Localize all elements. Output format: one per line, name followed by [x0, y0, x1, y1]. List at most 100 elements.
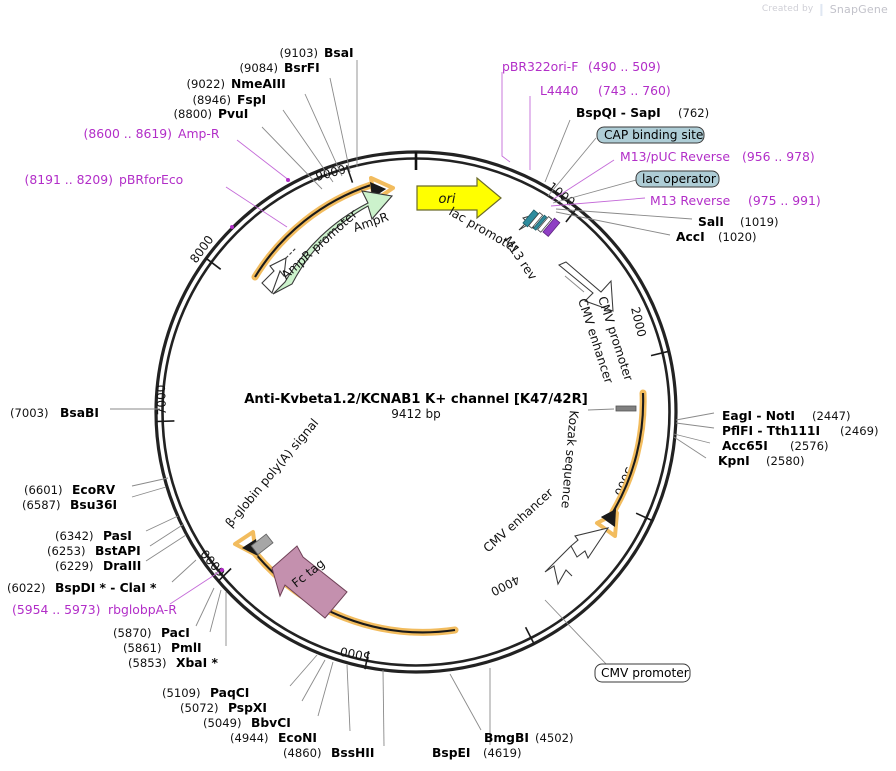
primer-name: L4440	[540, 83, 579, 98]
enzyme-row: SalI (1019)	[698, 215, 779, 229]
label-box-cmv-promoter[interactable]: CMV promoter	[544, 599, 691, 683]
enzyme-name: PspXI	[228, 701, 267, 715]
ruler-tick-2000: 2000	[628, 305, 669, 357]
feature-bglobin-polya[interactable]: β-globin poly(A) signal	[223, 416, 322, 556]
enzyme-pos: (5861)	[123, 641, 162, 655]
enzyme-pos: (9103)	[279, 46, 318, 60]
enzyme-pos: (5109)	[162, 686, 201, 700]
ruler-tick-7000: 7000	[154, 384, 175, 423]
enzyme-name: XbaI *	[176, 656, 218, 670]
enzyme-name: BbvCI	[251, 716, 291, 730]
enzyme-row: (5870) PacI	[113, 626, 190, 640]
feature-label-m13-rev: M13 rev	[501, 234, 540, 283]
enzyme-pos: (2469)	[840, 424, 879, 438]
enzyme-row: EagI - NotI (2447)	[722, 409, 851, 423]
enzyme-pos: (5853)	[128, 656, 167, 670]
enzyme-name: EcoNI	[278, 731, 317, 745]
enzyme-name: EcoRV	[72, 483, 116, 497]
enzyme-row: (9022) NmeAIII	[186, 77, 285, 91]
enzyme-name: KpnI	[718, 454, 750, 468]
enzyme-name: BssHII	[331, 746, 374, 760]
label-box-lac-operator[interactable]: lac operator	[552, 170, 720, 204]
ruler-tick-9000: 9000	[314, 162, 354, 184]
enzyme-row: (9084) BsrFI	[239, 61, 319, 75]
enzyme-pos: (6342)	[55, 529, 94, 543]
enzyme-row: (4860) BssHII	[283, 746, 374, 760]
enzyme-row: BspEI (4619)	[432, 746, 522, 760]
enzyme-pos: (9084)	[239, 61, 278, 75]
ruler-label-9000: 9000	[314, 162, 347, 184]
enzyme-pos: (1020)	[718, 230, 757, 244]
primer-name: pBR322ori-F	[502, 59, 578, 74]
leaders-top-left	[225, 60, 358, 228]
label-box-text: lac operator	[642, 172, 717, 186]
enzyme-name: BspEI	[432, 746, 470, 760]
primer-range: (8600 .. 8619)	[84, 126, 173, 141]
enzyme-bspqi-sapi: BspQI - SapI (762)	[544, 106, 709, 183]
primer-rbglobpa-r: (5954 .. 5973) rbglobpA-R	[12, 568, 224, 617]
ruler-tick-4000: 4000	[488, 572, 535, 645]
primer-range: (8191 .. 8209)	[25, 172, 114, 187]
enzyme-pos: (4619)	[483, 746, 522, 760]
enzyme-pos: (4944)	[230, 731, 269, 745]
enzyme-name: NmeAIII	[231, 77, 286, 91]
enzyme-name: SalI	[698, 215, 724, 229]
watermark-brand: SnapGene	[829, 2, 888, 16]
enzyme-row: (6601) EcoRV	[24, 483, 116, 497]
enzyme-row: Acc65I (2576)	[722, 439, 829, 453]
enzyme-name: PasI	[103, 529, 132, 543]
enzymes-left-mid: (7003) BsaBI (6601) EcoRV (6587) Bsu36I (63…	[7, 406, 220, 605]
enzyme-row: (6229) DraIII	[55, 559, 141, 573]
primer-row: (8600 .. 8619) Amp-R	[84, 126, 220, 141]
primer-m13-reverse: M13 Reverse (975 .. 991)	[550, 193, 821, 208]
enzyme-row: (6022) BspDI * - ClaI *	[7, 581, 157, 595]
enzyme-row: (6342) PasI	[55, 529, 132, 543]
ruler-label-7000: 7000	[154, 384, 169, 415]
ruler-tick-6000: 6000	[198, 547, 232, 582]
enzyme-row: (5109) PaqCI	[162, 686, 249, 700]
primer-name: Amp-R	[178, 126, 220, 141]
plasmid-name: Anti-Kvbeta1.2/KCNAB1 K+ channel [K47/42…	[244, 392, 588, 407]
ruler-label-2000: 2000	[628, 305, 649, 338]
plasmid-center-title: Anti-Kvbeta1.2/KCNAB1 K+ channel [K47/42…	[244, 392, 588, 421]
feature-ori[interactable]: ori	[416, 176, 502, 220]
enzyme-pos: (2447)	[812, 409, 851, 423]
enzyme-name: BstAPI	[95, 544, 141, 558]
primers-top-right: pBR322ori-F (490 .. 509) L4440 (743 .. 760…	[501, 59, 671, 170]
primer-name: rbglobpA-R	[108, 602, 177, 617]
enzymes-bottom-right: BmgBI (4502) BspEI (4619)	[432, 668, 574, 760]
label-box-cap-binding-site[interactable]: CAP binding site	[547, 126, 705, 197]
feature-label-cmv-enhancer-2: CMV enhancer	[481, 485, 557, 555]
enzyme-row: (8946) FspI	[192, 93, 266, 107]
enzyme-row: (6253) BstAPI	[47, 544, 141, 558]
enzyme-pos: (7003)	[10, 406, 49, 420]
enzyme-pos: (2580)	[766, 454, 805, 468]
enzyme-name: FspI	[237, 93, 266, 107]
primer-list-left: (8600 .. 8619) Amp-R (8191 .. 8209) pBRfor…	[25, 126, 290, 229]
enzyme-pos: (6022)	[7, 581, 46, 595]
enzyme-name: PmlI	[171, 641, 202, 655]
enzyme-pos: (8946)	[192, 93, 231, 107]
primer-dot	[220, 568, 224, 572]
enzyme-name: AccI	[676, 230, 705, 244]
plasmid-size: 9412 bp	[391, 407, 441, 421]
feature-lac-promoter[interactable]: lac promoter	[447, 204, 538, 256]
feature-cmv-enhancer-arrow[interactable]: CMV enhancer	[481, 485, 610, 586]
primer-range: (975 .. 991)	[748, 193, 821, 208]
enzyme-pos: (6253)	[47, 544, 86, 558]
mcs-feature-bars[interactable]: M13 rev	[501, 209, 561, 283]
feature-cmv-promoter-arrow[interactable]: CMV promoter CMV enhancer	[558, 261, 636, 386]
enzyme-row: (7003) BsaBI	[10, 406, 99, 420]
enzyme-row: BmgBI (4502)	[484, 731, 574, 745]
label-box-text: CMV promoter	[601, 666, 690, 680]
enzyme-pos: (5870)	[113, 626, 152, 640]
enzyme-name: BsaI	[324, 46, 354, 60]
label-box-text: CAP binding site	[604, 128, 703, 142]
feature-label-ampr-promoter: AmpR promoter	[279, 206, 361, 282]
enzyme-row: (5861) PmlI	[123, 641, 202, 655]
enzyme-row: (4944) EcoNI	[230, 731, 317, 745]
enzyme-name: EagI - NotI	[722, 409, 795, 423]
feature-fc-tag[interactable]: Fc tag	[271, 545, 348, 619]
enzyme-list-top-left: (9103) BsaI (9084) BsrFI (9022) NmeAIII (89…	[173, 46, 353, 121]
